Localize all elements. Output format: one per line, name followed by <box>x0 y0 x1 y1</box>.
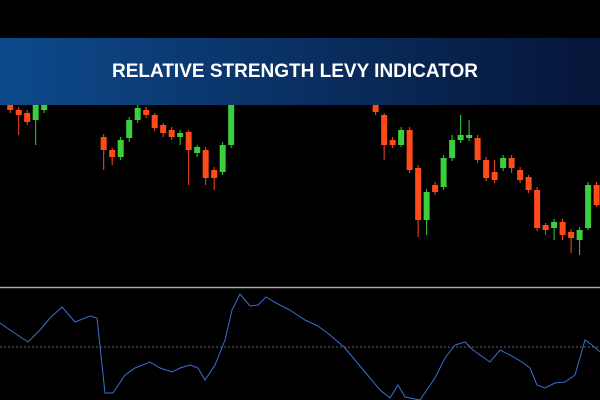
candle-body <box>466 135 473 138</box>
candle-body <box>151 115 158 128</box>
candle-body <box>491 172 498 180</box>
candle-body <box>143 110 150 115</box>
candle-body <box>449 140 456 158</box>
candle-body <box>372 105 379 112</box>
candle-body <box>126 120 133 138</box>
candle-body <box>551 222 558 228</box>
candle-body <box>168 130 175 137</box>
candle-body <box>389 140 396 145</box>
candle-body <box>398 130 405 145</box>
candle-body <box>177 133 184 137</box>
candle-body <box>517 170 524 180</box>
candle-body <box>559 222 566 235</box>
candle-body <box>109 150 116 157</box>
candle-body <box>41 105 48 110</box>
candle-body <box>202 150 209 178</box>
title-banner <box>0 38 600 105</box>
candle-body <box>185 132 192 150</box>
candle-body <box>593 185 600 205</box>
chart-title: RELATIVE STRENGTH LEVY INDICATOR <box>112 61 478 82</box>
candle-body <box>440 158 447 187</box>
candle-body <box>160 125 167 133</box>
candle-body <box>194 147 201 153</box>
indicator-line <box>0 293 600 400</box>
indicator-panel <box>0 293 600 400</box>
candle-body <box>457 135 464 140</box>
candle-body <box>117 140 124 157</box>
candle-body <box>24 113 31 122</box>
candle-body <box>542 225 549 230</box>
candle-body <box>576 230 583 240</box>
candle-body <box>228 105 235 145</box>
price-panel <box>7 102 600 255</box>
candle-body <box>406 130 413 170</box>
candle-body <box>432 185 439 192</box>
candle-body <box>525 177 532 190</box>
candle-body <box>483 160 490 178</box>
candle-body <box>423 192 430 220</box>
candle-body <box>568 232 575 238</box>
candle-body <box>211 170 218 178</box>
candle-body <box>381 115 388 145</box>
candle-body <box>134 108 141 120</box>
candle-body <box>508 158 515 168</box>
candle-body <box>585 185 592 228</box>
candle-body <box>534 190 541 228</box>
candle-body <box>474 138 481 160</box>
candle-body <box>500 158 507 168</box>
candle-body <box>7 105 14 110</box>
candle-body <box>415 168 422 220</box>
candle-body <box>219 145 226 172</box>
candle-body <box>100 137 107 150</box>
candle-body <box>32 105 39 120</box>
candle-body <box>15 110 22 115</box>
